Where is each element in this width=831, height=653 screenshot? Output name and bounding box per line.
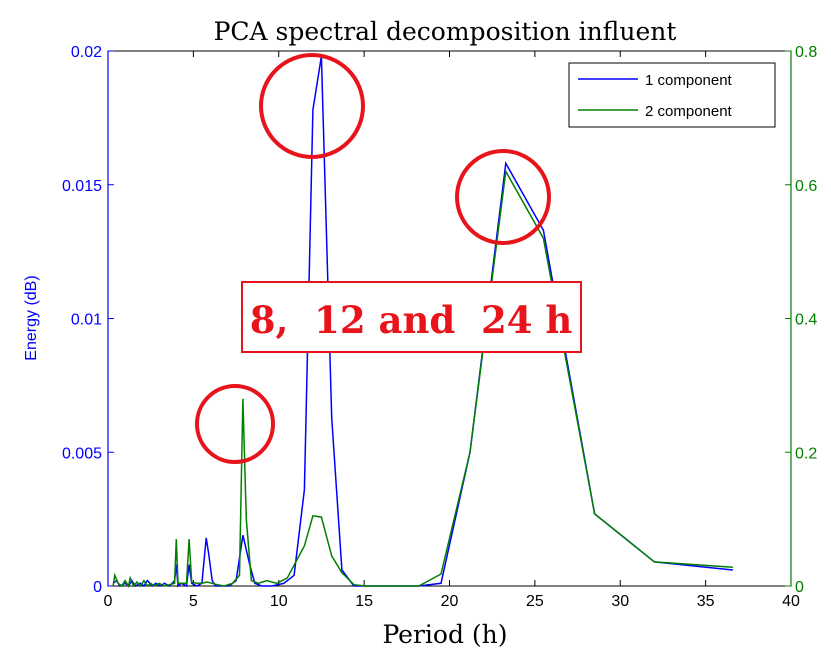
annotation-circle-8h (195, 384, 275, 464)
y-right-tick-label: 0 (795, 579, 804, 596)
annotation-box (241, 281, 582, 353)
chart-title: PCA spectral decomposition influent (214, 17, 677, 46)
annotation-circle-12h (259, 53, 365, 159)
x-axis-label: Period (h) (382, 620, 507, 649)
y-left-tick-label: 0.005 (62, 445, 102, 462)
y-right-tick-label: 0.6 (795, 178, 817, 195)
y-right-tick-label: 0.4 (795, 312, 817, 329)
x-tick-label: 40 (782, 593, 800, 610)
x-tick-label: 25 (526, 593, 544, 610)
legend-label-1-component: 1 component (645, 72, 733, 89)
x-axis: 0 5 10 15 20 25 30 35 40 (104, 51, 800, 610)
legend-box (568, 62, 776, 128)
y-axis-right: 0 0.2 0.4 0.6 0.8 (785, 44, 817, 596)
y-left-tick-label: 0 (93, 579, 102, 596)
annotation-text: 8, 12 and 24 h (250, 298, 573, 342)
series-line-1-component (112, 56, 733, 588)
x-tick-label: 10 (270, 593, 288, 610)
legend-label-2-component: 2 component (645, 103, 733, 120)
y-left-tick-label: 0.02 (71, 44, 102, 61)
x-tick-label: 0 (104, 593, 113, 610)
x-tick-label: 15 (355, 593, 373, 610)
series-line-2-component (112, 169, 733, 588)
legend: 1 component 2 component (568, 62, 776, 128)
y-axis-left: 0 0.005 0.01 0.015 0.02 (62, 44, 114, 596)
y-axis-left-label: Energy (dB) (23, 275, 40, 360)
y-right-tick-label: 0.8 (795, 44, 817, 61)
y-left-tick-label: 0.01 (71, 312, 102, 329)
y-right-tick-label: 0.2 (795, 445, 817, 462)
y-left-tick-label: 0.015 (62, 178, 102, 195)
x-tick-label: 20 (441, 593, 459, 610)
x-tick-label: 5 (189, 593, 198, 610)
annotation-circle-24h (455, 149, 551, 245)
x-tick-label: 35 (697, 593, 715, 610)
x-tick-label: 30 (611, 593, 629, 610)
